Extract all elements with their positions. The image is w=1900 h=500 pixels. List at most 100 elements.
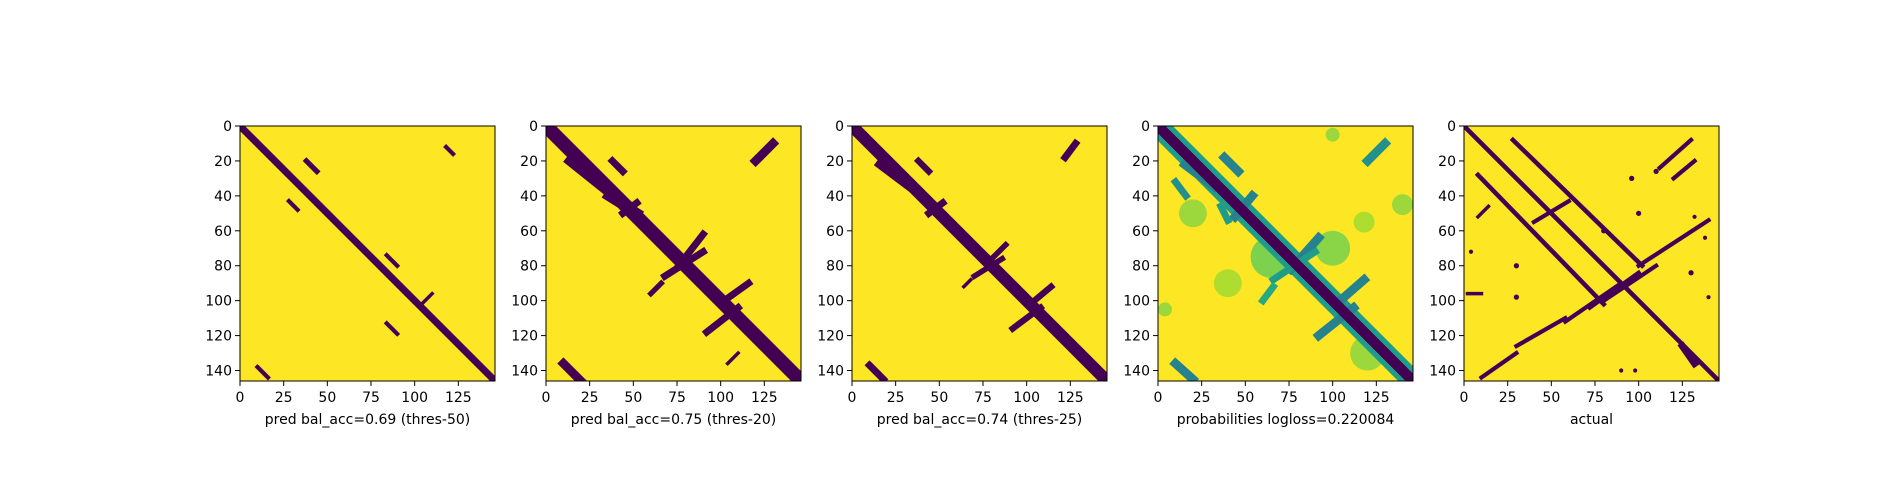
heatmap-diagonal (546, 126, 801, 381)
x-tick-label: 0 (236, 390, 245, 406)
y-tick-label: 60 (826, 224, 844, 240)
x-tick-label: 50 (318, 390, 336, 406)
x-tick-label: 50 (930, 390, 948, 406)
y-tick-label: 140 (817, 364, 844, 380)
y-tick-label: 120 (511, 329, 538, 345)
x-tick-label: 75 (1586, 390, 1604, 406)
heatmap-segment (383, 320, 401, 337)
y-tick-label: 0 (835, 119, 844, 135)
x-axis-label: pred bal_acc=0.74 (thres-25) (877, 412, 1082, 428)
panel-4: 0 25 50 75 100 125 0 20 40 60 80 100 120 140 probabili… (1123, 119, 1414, 428)
x-tick-label: 0 (848, 390, 857, 406)
heatmap-marks (1464, 126, 1719, 381)
heatmap-cell (1688, 270, 1694, 276)
x-tick-label: 75 (1280, 390, 1298, 406)
panel-1: 0 25 50 75 100 125 0 20 40 60 80 100 120 140 pred bal_… (205, 119, 496, 428)
heatmap-cell (1178, 199, 1207, 228)
heatmap-segment (864, 360, 889, 381)
x-tick-label: 75 (362, 390, 380, 406)
heatmap-segment (1329, 273, 1371, 311)
axes-frame (1157, 125, 1414, 382)
heatmap-cell (1325, 127, 1340, 142)
heatmap-segment (961, 277, 974, 290)
y-tick-label: 140 (1123, 364, 1150, 380)
heatmap-diagonal (1158, 126, 1413, 381)
heatmap-marks (852, 126, 1107, 381)
heatmap-cell (1706, 295, 1711, 300)
heatmap-cell (1702, 235, 1708, 240)
panels: 0 25 50 75 100 125 0 20 40 60 80 100 120 140 pred bal_… (205, 119, 1720, 428)
heatmap-segment (302, 157, 321, 176)
y-tick-label: 120 (1429, 329, 1456, 345)
heatmap-cell (1468, 249, 1474, 254)
heatmap-segment (725, 350, 741, 367)
y-tick-label: 100 (1429, 294, 1456, 310)
heatmap-segment (1513, 315, 1569, 349)
y-tick-label: 20 (520, 154, 538, 170)
heatmap-segment (1474, 171, 1607, 308)
y-tick-label: 40 (1132, 189, 1150, 205)
y-tick-label: 140 (1429, 364, 1456, 380)
x-tick-label: 125 (751, 390, 778, 406)
y-tick-label: 120 (817, 329, 844, 345)
heatmap-segment (383, 252, 401, 269)
heatmap-segment (1635, 217, 1712, 269)
panel-3: 0 25 50 75 100 125 0 20 40 60 80 100 120 140 pred bal_… (817, 119, 1108, 428)
heatmap-segment (1478, 350, 1520, 381)
y-tick-label: 80 (1132, 259, 1150, 275)
heatmap-segment (254, 364, 271, 381)
x-tick-label: 25 (1193, 390, 1211, 406)
heatmap-segment (1475, 203, 1491, 220)
heatmap-segment (719, 278, 754, 306)
y-tick-label: 100 (511, 294, 538, 310)
heatmap-segment (1361, 137, 1392, 168)
heatmap-cell (1513, 263, 1520, 269)
y-tick-label: 80 (520, 259, 538, 275)
axes-frame (851, 125, 1108, 382)
panel-2: 0 25 50 75 100 125 0 20 40 60 80 100 120 140 pred bal_… (511, 119, 802, 428)
heatmap-cell (1619, 368, 1624, 373)
heatmap-segment (749, 137, 780, 168)
y-tick-label: 120 (1123, 329, 1150, 345)
heatmap-marks (546, 126, 801, 381)
y-tick-label: 140 (511, 364, 538, 380)
x-tick-label: 100 (1319, 390, 1346, 406)
x-tick-label: 100 (707, 390, 734, 406)
y-tick-label: 140 (205, 364, 232, 380)
heatmap-cell (1513, 294, 1520, 300)
heatmap-marks (240, 126, 495, 381)
x-tick-label: 50 (1236, 390, 1254, 406)
x-axis-label: actual (1570, 412, 1613, 428)
y-tick-label: 40 (826, 189, 844, 205)
heatmap-cell (1629, 175, 1635, 182)
x-tick-label: 25 (887, 390, 905, 406)
heatmap-cell (1653, 168, 1659, 175)
heatmap-segment (1600, 262, 1660, 304)
heatmap-segment (443, 143, 457, 157)
y-tick-label: 40 (520, 189, 538, 205)
x-tick-label: 125 (445, 390, 472, 406)
heatmap-marks (1158, 126, 1413, 381)
y-tick-label: 0 (1141, 119, 1150, 135)
axes-frame (1463, 125, 1720, 382)
heatmap-cell (1315, 230, 1351, 266)
x-tick-label: 50 (1542, 390, 1560, 406)
y-tick-label: 20 (1132, 154, 1150, 170)
heatmap-segment (1509, 136, 1646, 269)
heatmap-cell (1158, 302, 1172, 317)
axes-frame (239, 125, 496, 382)
y-tick-label: 100 (1123, 294, 1150, 310)
heatmap-segment (419, 291, 435, 307)
heatmap-segment (607, 155, 628, 177)
x-tick-label: 125 (1669, 390, 1696, 406)
heatmap-diagonal (852, 126, 1107, 381)
x-tick-label: 125 (1363, 390, 1390, 406)
heatmap-segment (1257, 281, 1279, 306)
x-axis-label: probabilities logloss=0.220084 (1177, 412, 1395, 428)
heatmap-segment (285, 198, 301, 213)
x-tick-label: 75 (668, 390, 686, 406)
heatmap-segment (1216, 201, 1233, 226)
heatmap-segment (1169, 357, 1200, 381)
heatmap-segment (557, 357, 588, 381)
y-tick-label: 0 (1447, 119, 1456, 135)
